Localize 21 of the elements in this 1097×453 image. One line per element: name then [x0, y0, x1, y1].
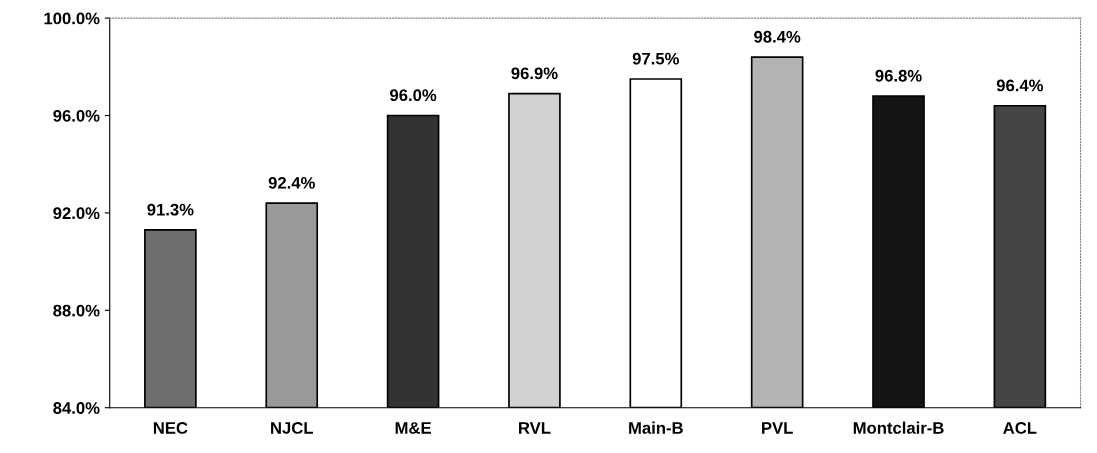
data-label: 96.8%	[875, 69, 922, 82]
x-tick-label: NJCL	[271, 422, 313, 434]
x-tick-label: Montclair-B	[853, 421, 944, 434]
data-label: 97.5%	[632, 52, 679, 65]
data-label: 98.4%	[754, 30, 801, 43]
data-label: 96.9%	[511, 67, 558, 80]
y-tick-label: 96.0%	[53, 109, 100, 122]
data-label: 91.3%	[147, 203, 194, 216]
y-tick-label: 84.0%	[53, 402, 100, 414]
x-tick-label: NEC	[153, 422, 188, 434]
x-tick-label: ACL	[1003, 422, 1037, 434]
x-tick-label: PVL	[762, 422, 793, 434]
y-tick-label: 92.0%	[53, 207, 100, 220]
data-label: 96.4%	[996, 79, 1044, 92]
y-tick-label: 100.0%	[44, 12, 100, 25]
x-tick-label: RVL	[519, 422, 551, 434]
data-label: 96.0%	[390, 89, 437, 102]
y-tick-label: 88.0%	[53, 304, 100, 317]
data-label: 92.4%	[268, 176, 315, 189]
x-tick-label: Main-B	[629, 421, 683, 434]
x-tick-label: M&E	[395, 422, 431, 434]
